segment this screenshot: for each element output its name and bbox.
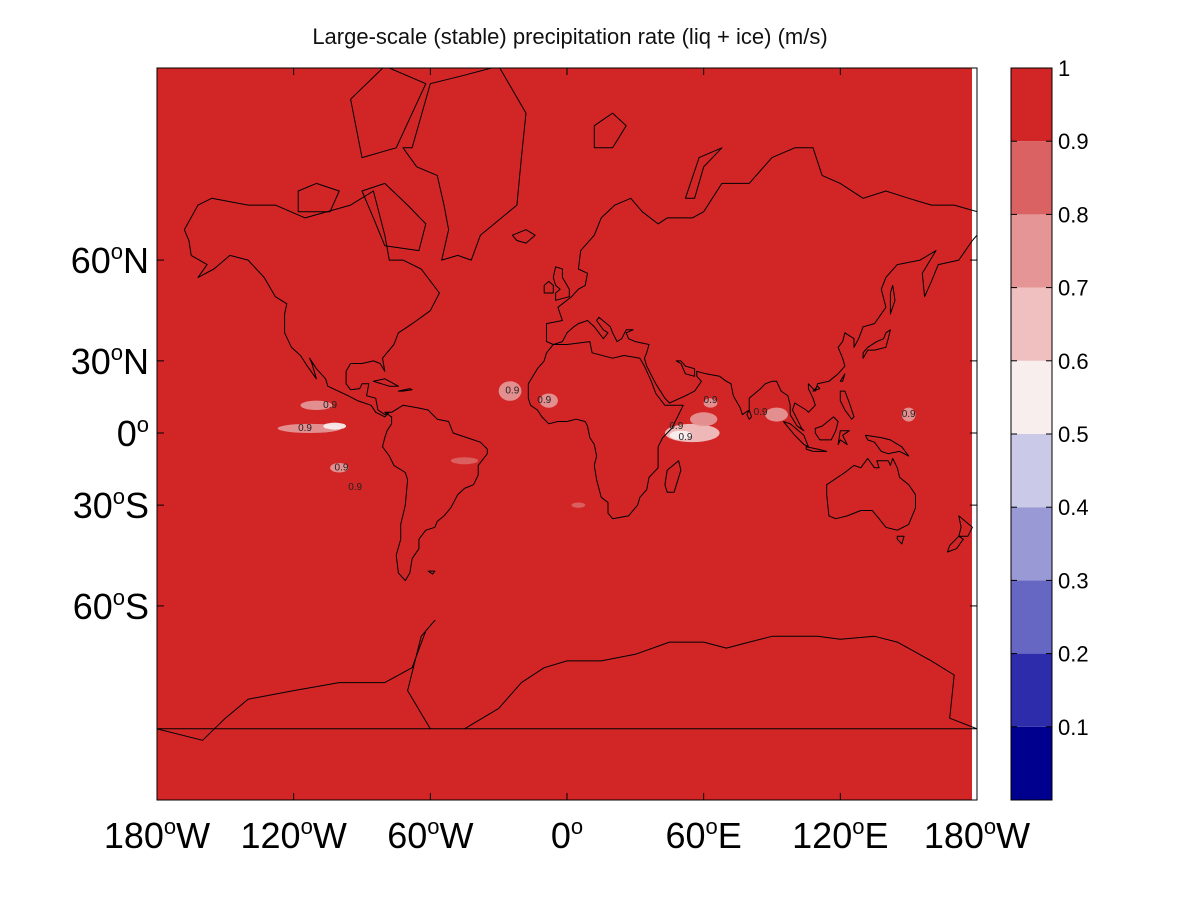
contour-label: 0.9: [537, 395, 551, 406]
anomaly-patch: [690, 412, 718, 427]
colorbar-tick-label: 0.9: [1058, 129, 1089, 154]
contour-label: 0.9: [323, 400, 337, 411]
coastline-sulawesi: [837, 430, 850, 445]
anomaly-patch: [300, 400, 333, 411]
colorbar-swatch: [1011, 726, 1052, 800]
coastline-greenland: [402, 68, 527, 261]
y-tick-label: 30oN: [71, 340, 149, 382]
colorbar-swatch: [1011, 653, 1052, 727]
plot-background: [157, 68, 972, 800]
coastline-taiwan: [839, 373, 846, 382]
anomaly-patch: [571, 502, 586, 508]
coastline-philippines: [839, 390, 855, 420]
colorbar-tick-label: 0.3: [1058, 568, 1089, 593]
colorbar-tick-label: 0.4: [1058, 495, 1089, 520]
contour-label: 0.9: [704, 395, 718, 406]
coastline-hainan: [812, 385, 821, 392]
colorbar-tick-label: 0.1: [1058, 715, 1089, 740]
colorbar-tick-label: 0.2: [1058, 642, 1089, 667]
anomaly-patch: [323, 422, 347, 430]
coastline-madagascar: [664, 460, 682, 493]
anomaly-patch: [703, 398, 718, 408]
coastline-baffin: [361, 182, 427, 252]
coastline-sakhalin: [889, 284, 896, 315]
coastline-australia: [826, 457, 916, 531]
anomaly-patch: [539, 393, 558, 408]
coastline-british-isles: [552, 266, 570, 301]
contour-label: 0.9: [335, 462, 349, 473]
anomaly-patch: [450, 457, 479, 465]
x-tick-label: 60oW: [387, 814, 473, 856]
coastline-eurasia: [546, 147, 977, 432]
anomaly-patch: [669, 430, 693, 440]
colorbar-swatch: [1011, 287, 1052, 361]
coastline-north-america: [183, 190, 440, 418]
coastline-iceland: [511, 229, 536, 244]
coastline-new-zealand: [958, 515, 973, 537]
anomaly-layer: [277, 381, 916, 508]
coastline-cuba: [372, 378, 399, 387]
coastline-ellesmere: [350, 68, 427, 159]
colorbar-swatch: [1011, 434, 1052, 508]
colorbar-swatch: [1011, 507, 1052, 581]
colorbar-swatch: [1011, 360, 1052, 434]
coastline-falklands: [427, 570, 436, 575]
coastline-borneo: [814, 416, 839, 441]
coastline-tasmania: [896, 535, 905, 545]
chart-title: Large-scale (stable) precipitation rate …: [312, 24, 828, 49]
anomaly-patch: [330, 463, 349, 473]
y-tick-label: 60oS: [73, 585, 149, 627]
anomaly-patch: [498, 381, 522, 401]
x-tick-label: 60oE: [666, 814, 742, 856]
anomaly-patch: [765, 407, 788, 422]
x-tick-label: 180oW: [924, 814, 1030, 856]
contour-label: 0.9: [505, 386, 519, 397]
contour-label: 0.9: [754, 407, 768, 418]
x-tick-label: 180oW: [104, 814, 210, 856]
coastline-japan: [862, 329, 891, 359]
coastline-africa: [527, 341, 684, 520]
coastline-ireland: [543, 280, 554, 294]
coastline-new-zealand-south: [946, 535, 964, 553]
coastline-java: [805, 446, 828, 452]
x-tick-label: 120oW: [241, 814, 347, 856]
colorbar-tick-label: 0.6: [1058, 349, 1089, 374]
colorbar-swatch: [1011, 214, 1052, 288]
coastline-victoria-island: [297, 182, 340, 213]
anomaly-patch: [901, 407, 916, 422]
y-tick-label: 30oS: [73, 484, 149, 526]
colorbar-swatch: [1011, 580, 1052, 654]
coastline-sri-lanka: [746, 409, 752, 420]
plot-edge-strip: [972, 68, 977, 800]
coastline-south-america: [382, 404, 488, 582]
contour-label: 0.9: [298, 423, 312, 434]
colorbar-tick-label: 0.5: [1058, 422, 1089, 447]
x-tick-label: 120oE: [792, 814, 888, 856]
y-tick-label: 0o: [117, 412, 149, 454]
contour-label: 0.9: [669, 421, 683, 432]
contour-label: 0.9: [348, 482, 362, 493]
coastline-arabia-gulf: [675, 360, 696, 377]
contour-label-layer: 0.90.90.90.90.90.90.90.90.90.9 0.9: [298, 386, 916, 493]
colorbar-tick-label: 0.8: [1058, 202, 1089, 227]
coastline-novaya-zemlya: [684, 147, 723, 199]
coastline-antarctica: [157, 619, 977, 741]
colorbar-tick-label: 1: [1058, 56, 1070, 81]
contour-label: 0.9: [902, 409, 916, 420]
coastline-new-guinea: [864, 434, 910, 457]
coastline-layer: [157, 68, 977, 741]
colorbar-swatch: [1011, 141, 1052, 215]
x-tick-label: 0o: [551, 814, 583, 856]
coastline-hispaniola: [397, 388, 413, 392]
colorbar-swatch: [1011, 68, 1052, 142]
coastline-svalbard: [593, 112, 627, 149]
colorbar-tick-label: 0.7: [1058, 276, 1089, 301]
contour-label: 0.9: [678, 432, 692, 443]
y-tick-label: 60oN: [71, 239, 149, 281]
colorbar: 1 0.9 0.8 0.7 0.6 0.5 0.4 0.3 0.2 0.1: [1010, 56, 1089, 801]
